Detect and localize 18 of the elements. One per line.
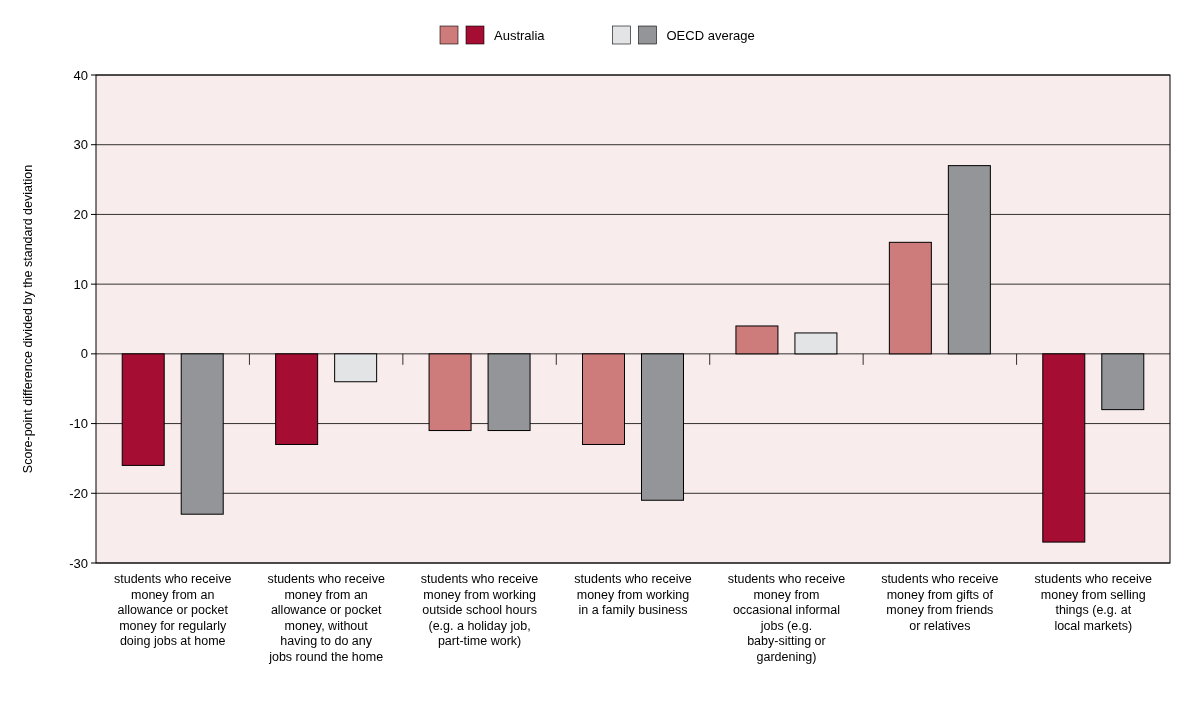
y-tick-label: 20 [73, 206, 88, 222]
legend-label: Australia [494, 27, 546, 43]
x-tick-label: students who receive money from selling things (e.g. at local markets) [1034, 572, 1153, 633]
legend-label: OECD average [666, 27, 755, 43]
y-tick-label: -20 [69, 485, 88, 501]
y-tick-label: 0 [80, 346, 88, 362]
x-tick-label: students who receive money from occasional informal jobs (e.g. baby-sitting or gardening) [727, 572, 846, 664]
y-tick-label: -30 [69, 555, 88, 571]
y-tick-label: 40 [73, 67, 88, 83]
y-axis-title: Score-point difference divided by the standard deviation [21, 164, 35, 474]
x-tick-label: students who receive money from working outside school hours (e.g. a holiday job, part-time work) [420, 572, 539, 648]
x-tick-label: students who receive money from gifts of money from friends or relatives [881, 572, 999, 633]
x-tick-label: students who receive money from an allowance or pocket money for regularly doing jobs at home [114, 572, 232, 648]
x-tick-label: students who receive money from an allowance or pocket money, without having to do any jobs round the home [267, 572, 385, 664]
y-tick-label: 30 [73, 137, 88, 153]
x-tick-label: students who receive money from working in a family business [574, 572, 692, 617]
y-tick-label: -10 [69, 416, 88, 432]
y-tick-label: 10 [73, 276, 88, 292]
